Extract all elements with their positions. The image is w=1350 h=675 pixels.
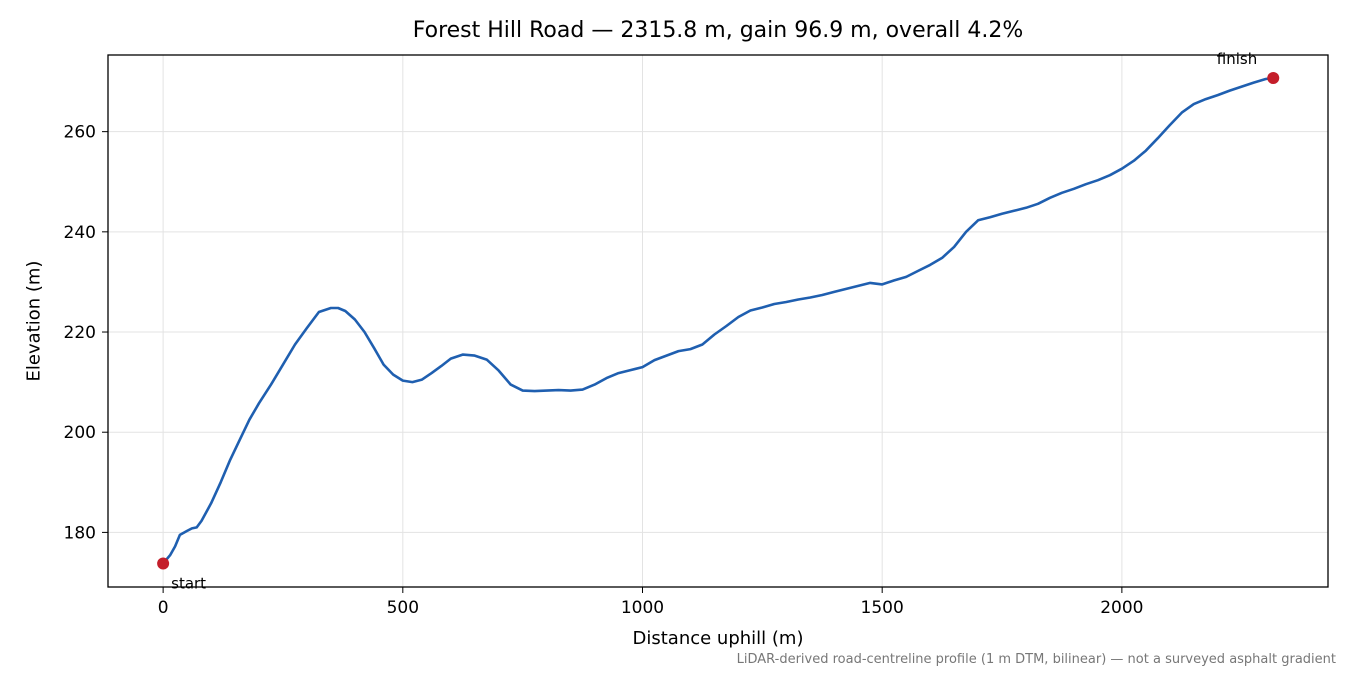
x-tick-label: 500	[387, 598, 419, 618]
elevation-line	[161, 76, 1275, 565]
start-marker	[157, 557, 170, 570]
x-tick-label: 1000	[621, 598, 664, 618]
finish-label: finish	[1217, 50, 1257, 68]
y-tick-label: 240	[64, 223, 96, 243]
footnote: LiDAR-derived road-centreline profile (1…	[736, 652, 1336, 667]
x-tick-label: 1500	[861, 598, 904, 618]
y-tick-label: 180	[64, 523, 96, 543]
plot-frame	[107, 54, 1329, 588]
y-tick-label: 220	[64, 323, 96, 343]
y-tick-label: 260	[64, 123, 96, 143]
finish-marker	[1267, 72, 1280, 85]
x-tick-label: 0	[158, 598, 169, 618]
start-label: start	[171, 574, 206, 592]
x-axis-label: Distance uphill (m)	[632, 628, 804, 649]
chart-title: Forest Hill Road — 2315.8 m, gain 96.9 m…	[412, 18, 1024, 43]
x-tick-label: 2000	[1100, 598, 1143, 618]
y-tick-label: 200	[64, 423, 96, 443]
